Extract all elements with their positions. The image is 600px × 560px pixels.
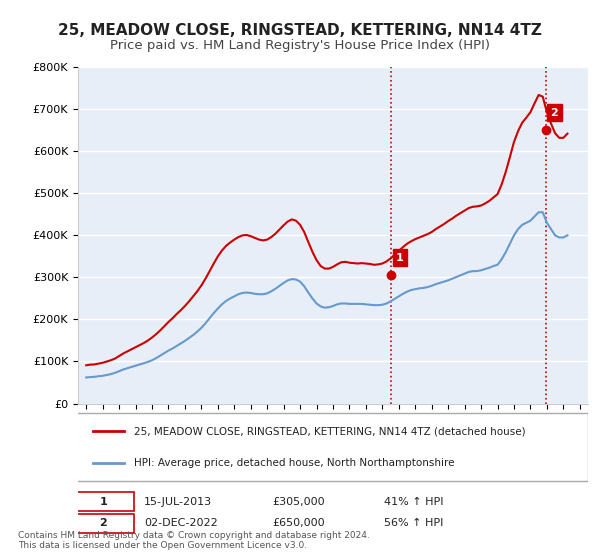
Text: 1: 1 bbox=[100, 497, 107, 507]
Text: 15-JUL-2013: 15-JUL-2013 bbox=[145, 497, 212, 507]
Text: Contains HM Land Registry data © Crown copyright and database right 2024.
This d: Contains HM Land Registry data © Crown c… bbox=[18, 530, 370, 550]
Text: 56% ↑ HPI: 56% ↑ HPI bbox=[384, 519, 443, 529]
Text: £305,000: £305,000 bbox=[272, 497, 325, 507]
Text: 41% ↑ HPI: 41% ↑ HPI bbox=[384, 497, 443, 507]
Text: 2: 2 bbox=[100, 519, 107, 529]
Text: 02-DEC-2022: 02-DEC-2022 bbox=[145, 519, 218, 529]
FancyBboxPatch shape bbox=[73, 514, 134, 533]
Text: 25, MEADOW CLOSE, RINGSTEAD, KETTERING, NN14 4TZ: 25, MEADOW CLOSE, RINGSTEAD, KETTERING, … bbox=[58, 24, 542, 38]
Text: 1: 1 bbox=[396, 253, 404, 263]
FancyBboxPatch shape bbox=[73, 413, 588, 481]
Text: 2: 2 bbox=[550, 108, 558, 118]
Text: HPI: Average price, detached house, North Northamptonshire: HPI: Average price, detached house, Nort… bbox=[134, 458, 455, 468]
Text: Price paid vs. HM Land Registry's House Price Index (HPI): Price paid vs. HM Land Registry's House … bbox=[110, 39, 490, 53]
Text: 25, MEADOW CLOSE, RINGSTEAD, KETTERING, NN14 4TZ (detached house): 25, MEADOW CLOSE, RINGSTEAD, KETTERING, … bbox=[134, 427, 526, 436]
Text: £650,000: £650,000 bbox=[272, 519, 325, 529]
FancyBboxPatch shape bbox=[73, 492, 134, 511]
